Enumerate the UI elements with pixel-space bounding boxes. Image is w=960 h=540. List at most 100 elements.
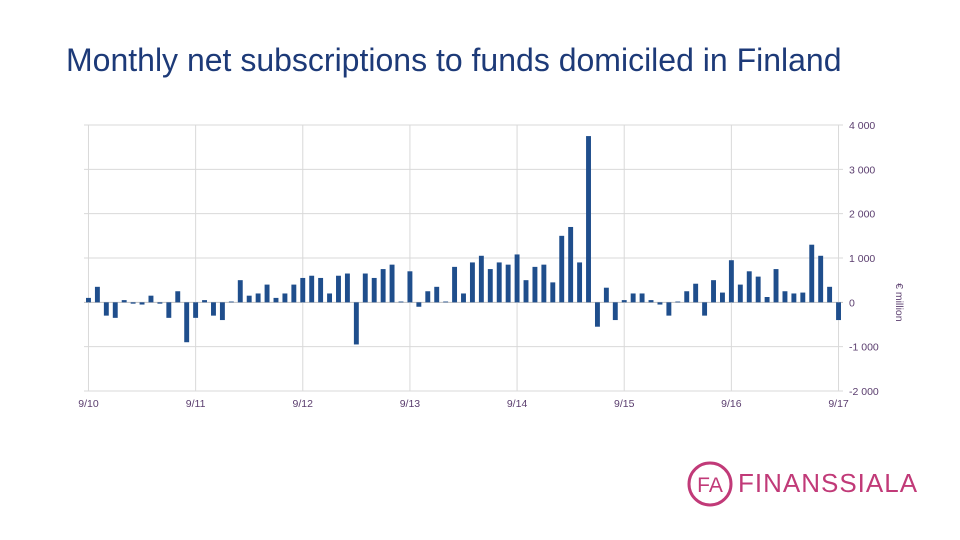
bar-4/17 [791, 293, 797, 303]
bar-12/10 [112, 302, 118, 318]
bar-3/17 [782, 291, 788, 303]
bar-1/16 [657, 302, 663, 305]
bar-2/15 [559, 235, 565, 303]
bar-4/13 [362, 273, 368, 303]
bar-6/17 [809, 244, 815, 303]
bar-5/17 [800, 292, 806, 303]
bar-12/13 [434, 286, 440, 303]
bar-5/16 [693, 283, 699, 303]
bar-4/16 [684, 291, 690, 303]
bar-3/16 [675, 301, 681, 303]
bar-9/14 [514, 254, 520, 303]
bar-8/14 [505, 264, 511, 303]
y-tick-label: 2 000 [849, 209, 875, 221]
bar-12/11 [219, 302, 225, 321]
x-tick-label: 9/14 [507, 398, 528, 410]
bar-11/16 [746, 271, 752, 303]
x-tick-label: 9/16 [721, 398, 742, 410]
bar-1/11 [121, 300, 127, 303]
x-tick-label: 9/15 [614, 398, 635, 410]
bar-5/15 [586, 136, 591, 303]
bar-9/17 [836, 302, 841, 321]
y-axis-ticks: 4 000 3 000 2 000 1 000 0 -1 000 -2 000 [849, 120, 879, 398]
bar-3/15 [568, 226, 574, 303]
bar-12/15 [648, 300, 654, 303]
bar-11/13 [425, 291, 431, 303]
bar-10/13 [416, 302, 422, 307]
finanssiala-logo: FA FINANSSIALA [686, 460, 919, 508]
bar-6/15 [594, 302, 600, 327]
y-tick-label: -2 000 [849, 386, 879, 398]
bar-9/15 [621, 300, 627, 303]
bar-9/12 [300, 277, 306, 303]
bar-4/14 [469, 262, 475, 303]
page-title: Monthly net subscriptions to funds domic… [66, 42, 842, 78]
bar-2/16 [666, 302, 672, 316]
bar-7/11 [175, 291, 181, 303]
logo-name: FINANSSIALA [738, 468, 919, 498]
bar-11/11 [211, 302, 216, 316]
bar-1/14 [443, 301, 449, 303]
x-tick-label: 9/10 [78, 398, 99, 410]
bar-10/14 [523, 280, 529, 303]
bar-2/17 [773, 269, 779, 303]
chart-gridlines [84, 124, 843, 392]
bar-8/15 [612, 302, 618, 321]
bar-5/12 [264, 284, 270, 303]
bar-2/12 [237, 280, 243, 303]
y-axis-label: € million [893, 283, 905, 322]
bar-9/10 [86, 297, 91, 303]
bar-9/16 [728, 260, 734, 303]
bar-2/14 [452, 266, 458, 303]
fa-logo-icon: FA [687, 461, 733, 507]
bar-9/13 [407, 271, 413, 303]
bar-7/16 [711, 280, 716, 303]
bar-7/12 [282, 293, 288, 303]
bar-4/12 [255, 293, 261, 303]
bar-3/12 [246, 295, 252, 303]
x-tick-label: 9/17 [828, 398, 849, 410]
bar-8/13 [398, 301, 404, 303]
bar-10/10 [94, 286, 100, 303]
bar-10/16 [737, 284, 743, 303]
bar-10/11 [202, 300, 207, 303]
bar-12/14 [541, 264, 547, 303]
bar-4/15 [577, 262, 583, 303]
bar-7/13 [389, 264, 395, 303]
chart-bars [86, 136, 841, 345]
bar-4/11 [148, 295, 154, 303]
y-tick-label: 4 000 [849, 120, 875, 132]
bar-6/13 [380, 269, 386, 303]
bar-1/12 [228, 301, 234, 303]
bar-6/12 [273, 297, 279, 303]
bar-2/13 [344, 273, 350, 303]
bar-2/11 [130, 302, 136, 304]
bar-10/15 [630, 293, 636, 303]
bar-3/13 [353, 302, 359, 345]
bar-12/16 [755, 276, 761, 303]
logo-mark: FA [697, 474, 723, 497]
bar-3/11 [139, 302, 145, 305]
bar-9/11 [193, 302, 199, 318]
x-tick-label: 9/11 [186, 398, 206, 410]
y-tick-label: -1 000 [849, 342, 879, 354]
bar-7/17 [818, 255, 824, 303]
bar-5/13 [371, 277, 377, 303]
bar-1/15 [550, 282, 556, 303]
bar-5/14 [478, 255, 484, 303]
x-tick-label: 9/13 [400, 398, 421, 410]
bar-5/11 [157, 302, 163, 304]
bar-6/16 [702, 302, 708, 316]
bar-8/17 [827, 286, 833, 303]
bar-8/16 [720, 292, 725, 303]
bar-10/12 [309, 275, 315, 303]
x-axis-ticks: 9/10 9/11 9/12 9/13 9/14 9/15 9/16 9/17 [78, 398, 849, 410]
bar-11/14 [532, 266, 538, 303]
bar-8/11 [184, 302, 190, 343]
bar-11/10 [103, 302, 109, 316]
y-tick-label: 0 [849, 297, 855, 309]
bar-7/14 [496, 262, 502, 303]
bar-11/15 [639, 293, 645, 303]
bar-11/12 [318, 277, 324, 303]
bar-1/17 [764, 297, 770, 303]
